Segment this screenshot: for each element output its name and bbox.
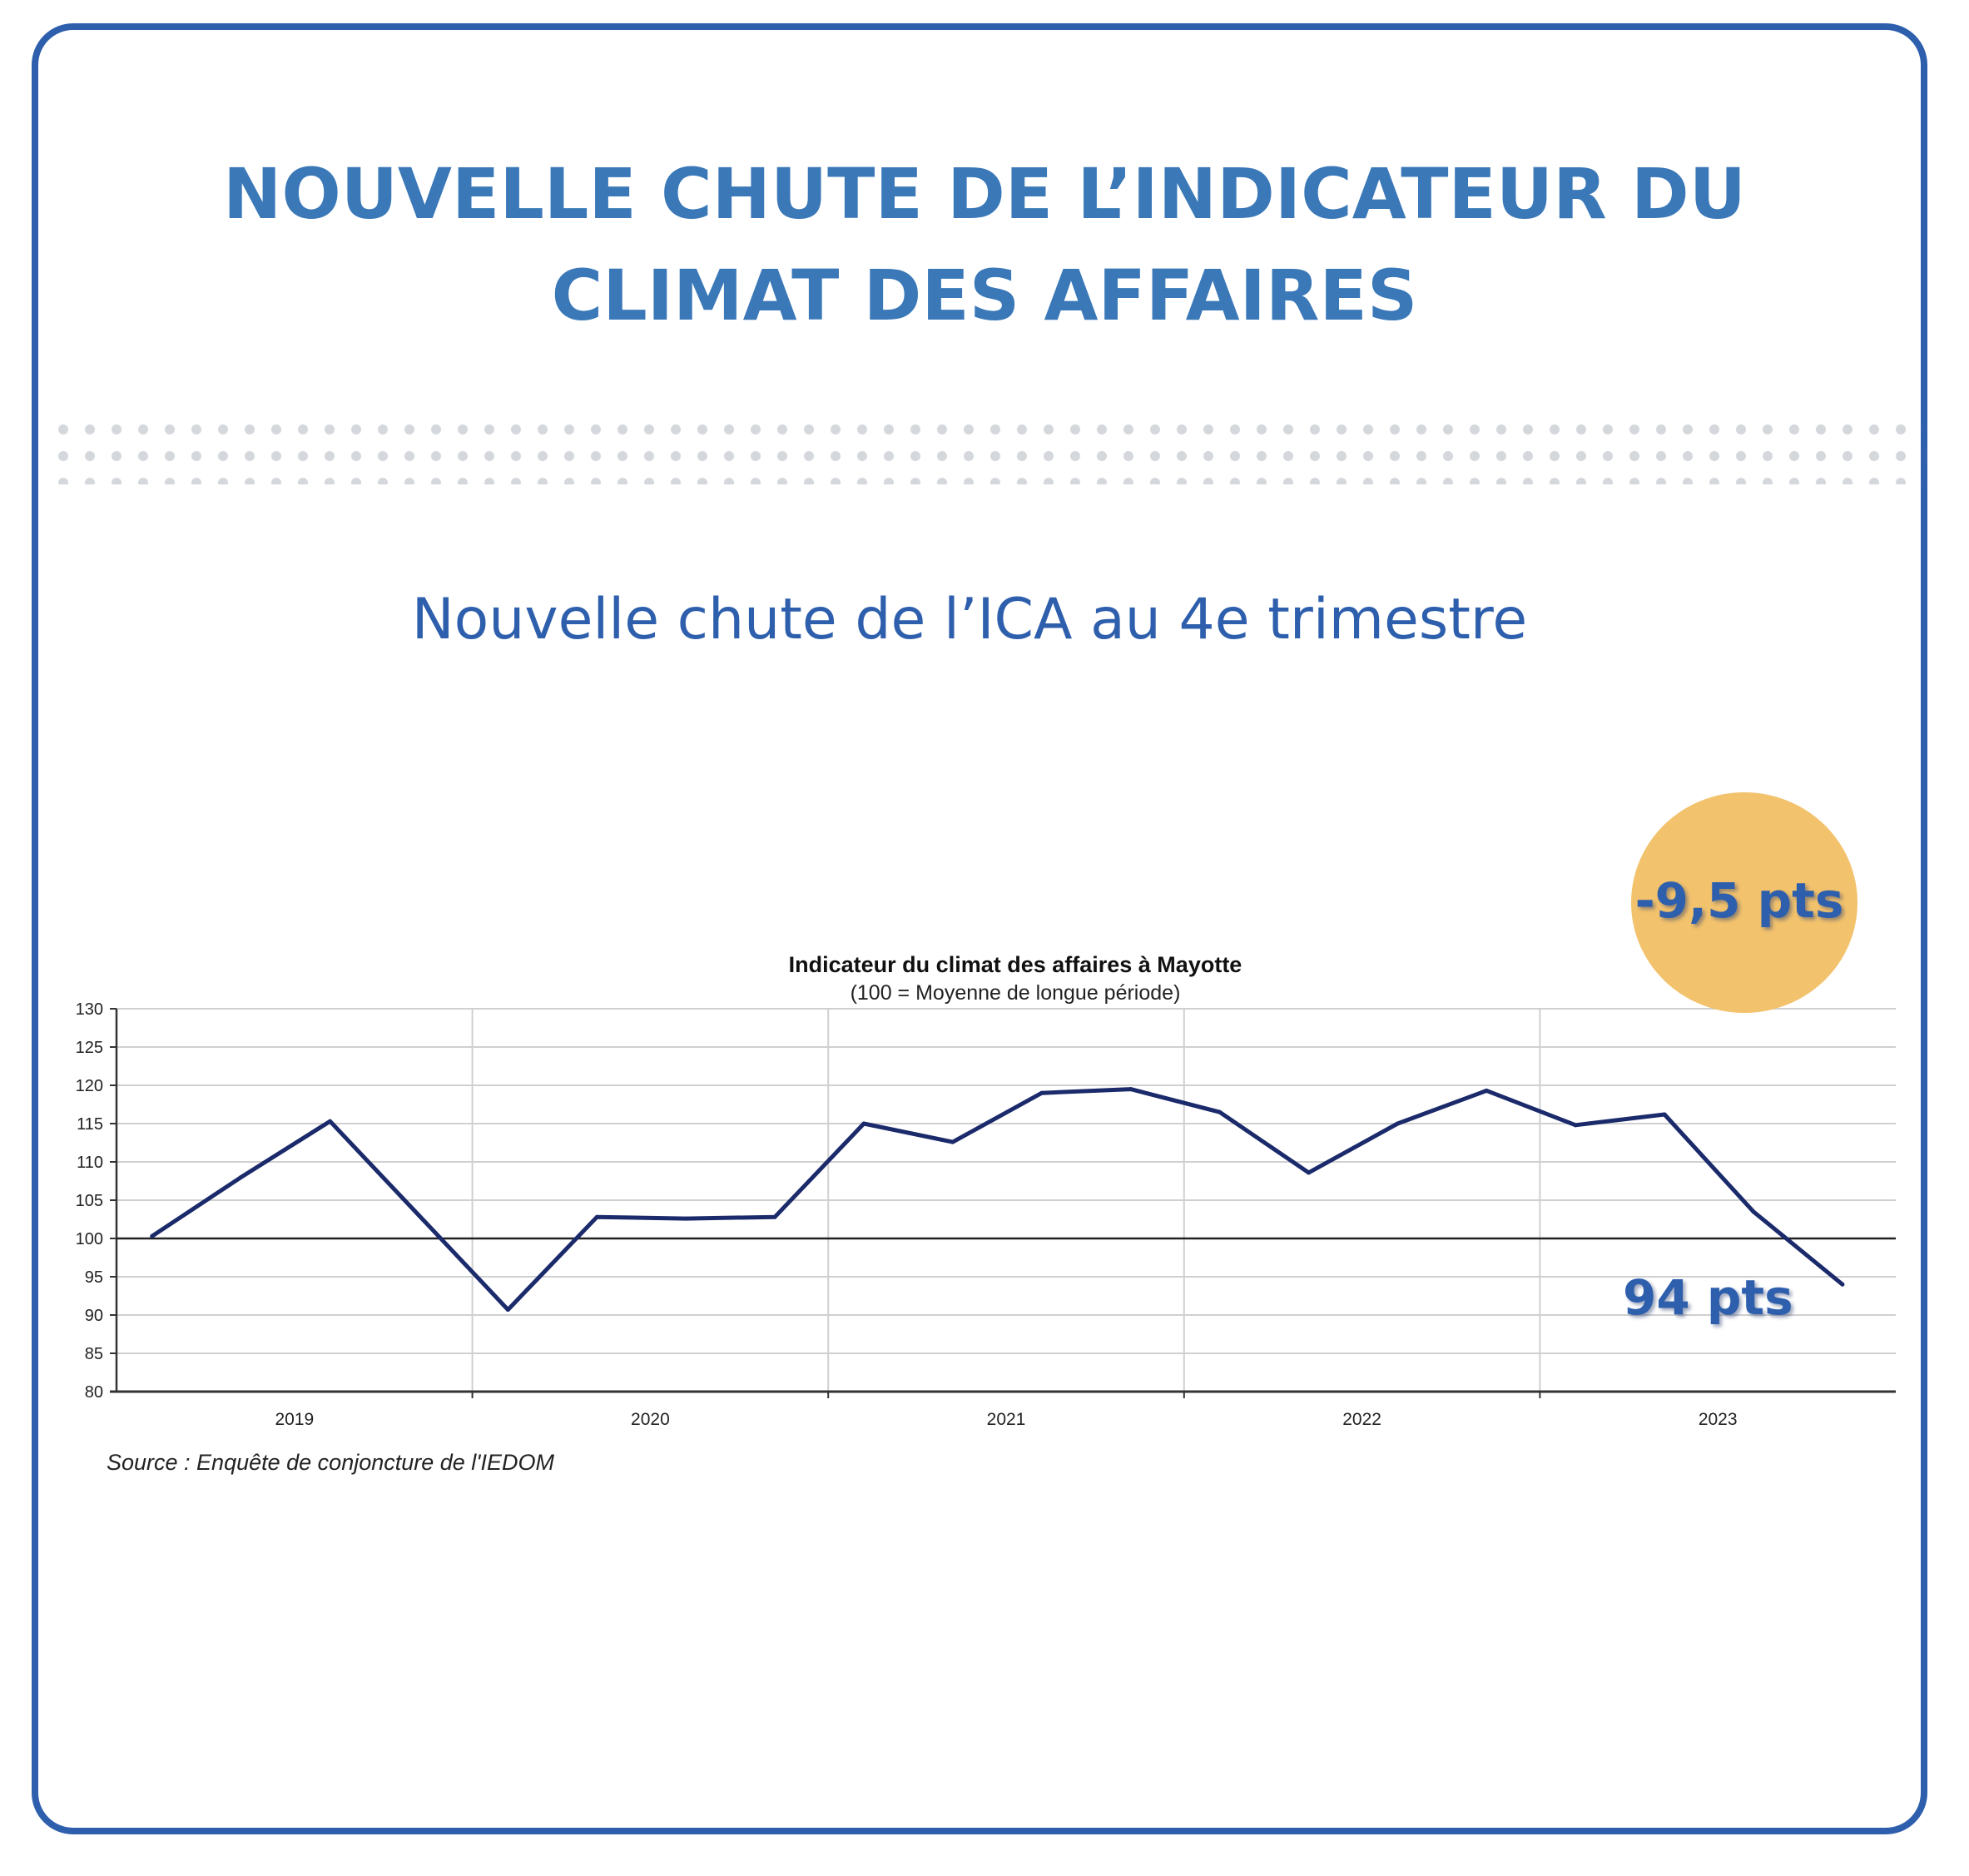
last-value-label: 94 pts <box>1623 1269 1793 1326</box>
headline-line2: CLIMAT DES AFFAIRES <box>551 255 1418 336</box>
data-point <box>683 1216 688 1221</box>
card-frame <box>32 23 1927 1834</box>
data-point <box>505 1308 510 1313</box>
data-point <box>861 1121 866 1126</box>
data-point <box>594 1214 599 1219</box>
series-line <box>150 1087 1845 1313</box>
data-point <box>772 1214 777 1219</box>
data-point <box>950 1139 955 1144</box>
chart-subtitle: (100 = Moyenne de longue période) <box>851 981 1181 1005</box>
y-tick-label: 125 <box>76 1039 103 1057</box>
data-point <box>150 1233 155 1238</box>
data-point <box>1218 1109 1223 1114</box>
data-point <box>1662 1112 1667 1117</box>
data-point <box>1128 1087 1133 1092</box>
y-tick-label: 95 <box>85 1268 103 1287</box>
data-point <box>1840 1282 1845 1287</box>
x-tick-label: 2020 <box>631 1410 670 1429</box>
dotted-divider <box>50 416 1922 484</box>
y-tick-label: 85 <box>85 1345 103 1363</box>
x-tick-label: 2023 <box>1699 1410 1738 1429</box>
data-point <box>1573 1123 1578 1128</box>
data-point <box>1039 1090 1044 1095</box>
section-subtitle: Nouvelle chute de l’ICA au 4e trimestre <box>411 587 1528 653</box>
data-point <box>416 1213 421 1218</box>
x-tick-label: 2021 <box>987 1410 1026 1429</box>
data-point <box>1751 1209 1756 1214</box>
chart-title: Indicateur du climat des affaires à Mayo… <box>789 952 1242 977</box>
data-point <box>239 1174 244 1179</box>
y-tick-label: 80 <box>85 1383 103 1402</box>
y-tick-label: 120 <box>76 1077 103 1095</box>
y-tick-label: 110 <box>77 1154 103 1172</box>
chart-source: Source : Enquête de conjoncture de l'IED… <box>107 1450 554 1475</box>
y-tick-label: 115 <box>77 1115 103 1134</box>
data-point <box>328 1119 333 1124</box>
x-tick-label: 2019 <box>275 1410 314 1429</box>
y-tick-label: 90 <box>85 1307 103 1325</box>
x-tick-label: 2022 <box>1342 1410 1381 1429</box>
y-tick-label: 105 <box>76 1192 103 1210</box>
data-point <box>1395 1121 1400 1126</box>
change-badge <box>1631 792 1857 1013</box>
data-point <box>1306 1170 1311 1175</box>
headline-line1: NOUVELLE CHUTE DE L’INDICATEUR DU <box>223 153 1746 235</box>
y-tick-label: 130 <box>76 1000 103 1019</box>
change-badge-text: -9,5 pts <box>1634 872 1844 929</box>
y-tick-label: 100 <box>76 1230 103 1248</box>
data-point <box>1484 1088 1489 1093</box>
